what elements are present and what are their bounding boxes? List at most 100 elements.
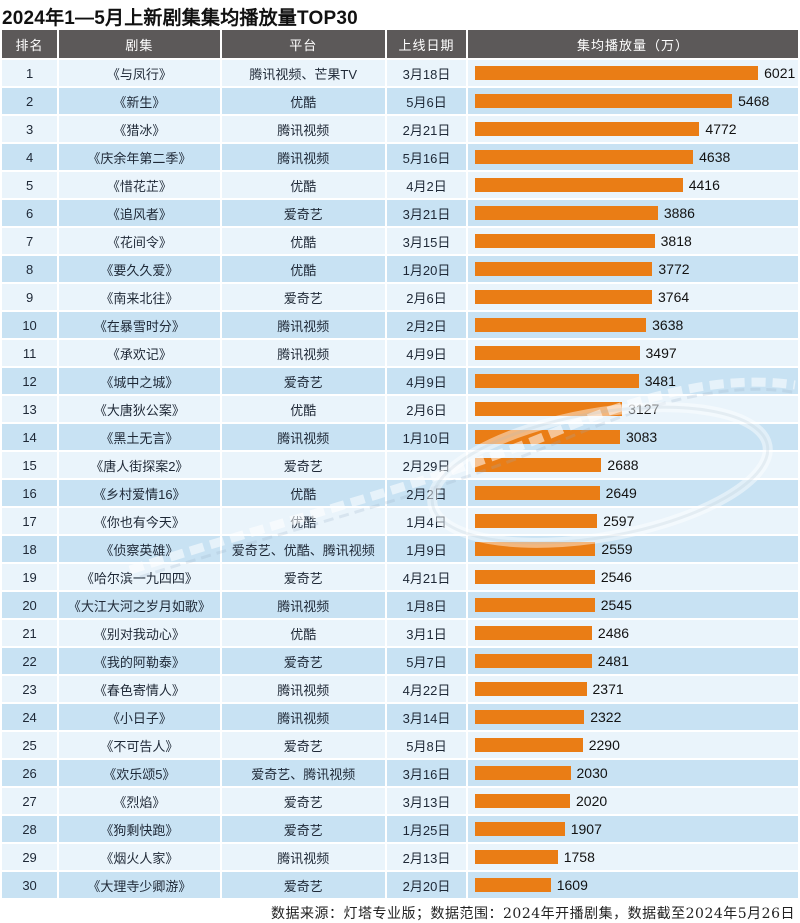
- table-row: 19 《哈尔滨一九四四》 爱奇艺 4月21日 2546: [2, 564, 798, 590]
- rank-cell: 22: [2, 648, 58, 674]
- header-date: 上线日期: [386, 30, 467, 58]
- date-cell: 5月6日: [386, 88, 467, 114]
- bar-wrap: 3772: [475, 256, 798, 282]
- bar-cell: 5468: [468, 88, 798, 114]
- table-row: 10 《在暴雪时分》 腾讯视频 2月2日 3638: [2, 312, 798, 338]
- date-cell: 5月7日: [386, 648, 467, 674]
- value-label: 5468: [738, 93, 770, 109]
- bar-cell: 2486: [468, 620, 798, 646]
- table-row: 6 《追风者》 爱奇艺 3月21日 3886: [2, 200, 798, 226]
- rank-cell: 7: [2, 228, 58, 254]
- title-cell: 《承欢记》: [59, 340, 220, 366]
- value-bar: [475, 178, 683, 192]
- date-cell: 3月14日: [386, 704, 467, 730]
- rank-cell: 24: [2, 704, 58, 730]
- value-bar: [475, 262, 653, 276]
- rank-cell: 5: [2, 172, 58, 198]
- value-bar: [475, 346, 640, 360]
- title-cell: 《不可告人》: [59, 732, 220, 758]
- bar-cell: 3083: [468, 424, 798, 450]
- rank-cell: 1: [2, 60, 58, 86]
- value-bar: [475, 122, 700, 136]
- value-bar: [475, 66, 759, 80]
- value-label: 2481: [597, 653, 629, 669]
- platform-cell: 优酷: [221, 396, 385, 422]
- rank-cell: 3: [2, 116, 58, 142]
- rank-cell: 14: [2, 424, 58, 450]
- title-cell: 《新生》: [59, 88, 220, 114]
- value-label: 3638: [652, 317, 684, 333]
- platform-cell: 优酷: [221, 172, 385, 198]
- value-bar: [475, 234, 655, 248]
- bar-wrap: 2322: [475, 704, 798, 730]
- table-row: 23 《春色寄情人》 腾讯视频 4月22日 2371: [2, 676, 798, 702]
- bar-wrap: 2030: [475, 760, 798, 786]
- bar-cell: 2290: [468, 732, 798, 758]
- date-cell: 2月20日: [386, 872, 467, 898]
- value-bar: [475, 514, 598, 528]
- rank-cell: 29: [2, 844, 58, 870]
- platform-cell: 爱奇艺: [221, 872, 385, 898]
- bar-wrap: 3083: [475, 424, 798, 450]
- date-cell: 3月18日: [386, 60, 467, 86]
- value-label: 1758: [563, 849, 595, 865]
- bar-cell: 2371: [468, 676, 798, 702]
- title-cell: 《侦察英雄》: [59, 536, 220, 562]
- date-cell: 2月21日: [386, 116, 467, 142]
- rank-cell: 13: [2, 396, 58, 422]
- bar-cell: 1907: [468, 816, 798, 842]
- title-cell: 《大理寺少卿游》: [59, 872, 220, 898]
- date-cell: 4月2日: [386, 172, 467, 198]
- title-cell: 《大江大河之岁月如歌》: [59, 592, 220, 618]
- table-row: 25 《不可告人》 爱奇艺 5月8日 2290: [2, 732, 798, 758]
- platform-cell: 优酷: [221, 508, 385, 534]
- bar-wrap: 2688: [475, 452, 798, 478]
- value-label: 2486: [597, 625, 630, 641]
- bar-wrap: 3764: [475, 284, 798, 310]
- value-bar: [475, 486, 600, 500]
- value-label: 4638: [699, 149, 731, 165]
- bar-wrap: 3638: [475, 312, 798, 338]
- date-cell: 1月4日: [386, 508, 467, 534]
- table-row: 24 《小日子》 腾讯视频 3月14日 2322: [2, 704, 798, 730]
- platform-cell: 腾讯视频、芒果TV: [221, 60, 385, 86]
- value-label: 6021: [764, 65, 796, 81]
- rank-cell: 23: [2, 676, 58, 702]
- title-cell: 《别对我动心》: [59, 620, 220, 646]
- value-bar: [475, 570, 595, 584]
- platform-cell: 爱奇艺: [221, 732, 385, 758]
- platform-cell: 爱奇艺: [221, 788, 385, 814]
- platform-cell: 爱奇艺: [221, 648, 385, 674]
- bar-wrap: 4638: [475, 144, 798, 170]
- value-bar: [475, 290, 653, 304]
- rank-cell: 18: [2, 536, 58, 562]
- value-bar: [475, 822, 565, 836]
- bar-wrap: 4772: [475, 116, 798, 142]
- title-cell: 《我的阿勒泰》: [59, 648, 220, 674]
- value-bar: [475, 850, 558, 864]
- platform-cell: 爱奇艺: [221, 816, 385, 842]
- date-cell: 1月9日: [386, 536, 467, 562]
- bar-cell: 2559: [468, 536, 798, 562]
- rank-cell: 19: [2, 564, 58, 590]
- date-cell: 1月20日: [386, 256, 467, 282]
- date-cell: 3月1日: [386, 620, 467, 646]
- title-cell: 《春色寄情人》: [59, 676, 220, 702]
- value-label: 2688: [607, 457, 639, 473]
- value-bar: [475, 542, 596, 556]
- table-row: 4 《庆余年第二季》 腾讯视频 5月16日 4638: [2, 144, 798, 170]
- platform-cell: 爱奇艺: [221, 200, 385, 226]
- rank-cell: 2: [2, 88, 58, 114]
- rank-cell: 11: [2, 340, 58, 366]
- value-label: 2290: [588, 737, 620, 753]
- bar-wrap: 2486: [475, 620, 798, 646]
- value-label: 2545: [600, 597, 632, 613]
- rank-cell: 27: [2, 788, 58, 814]
- table-row: 8 《要久久爱》 优酷 1月20日 3772: [2, 256, 798, 282]
- value-label: 3497: [645, 345, 677, 361]
- table-row: 28 《狗剩快跑》 爱奇艺 1月25日 1907: [2, 816, 798, 842]
- rank-cell: 16: [2, 480, 58, 506]
- rank-cell: 25: [2, 732, 58, 758]
- date-cell: 4月22日: [386, 676, 467, 702]
- rank-cell: 17: [2, 508, 58, 534]
